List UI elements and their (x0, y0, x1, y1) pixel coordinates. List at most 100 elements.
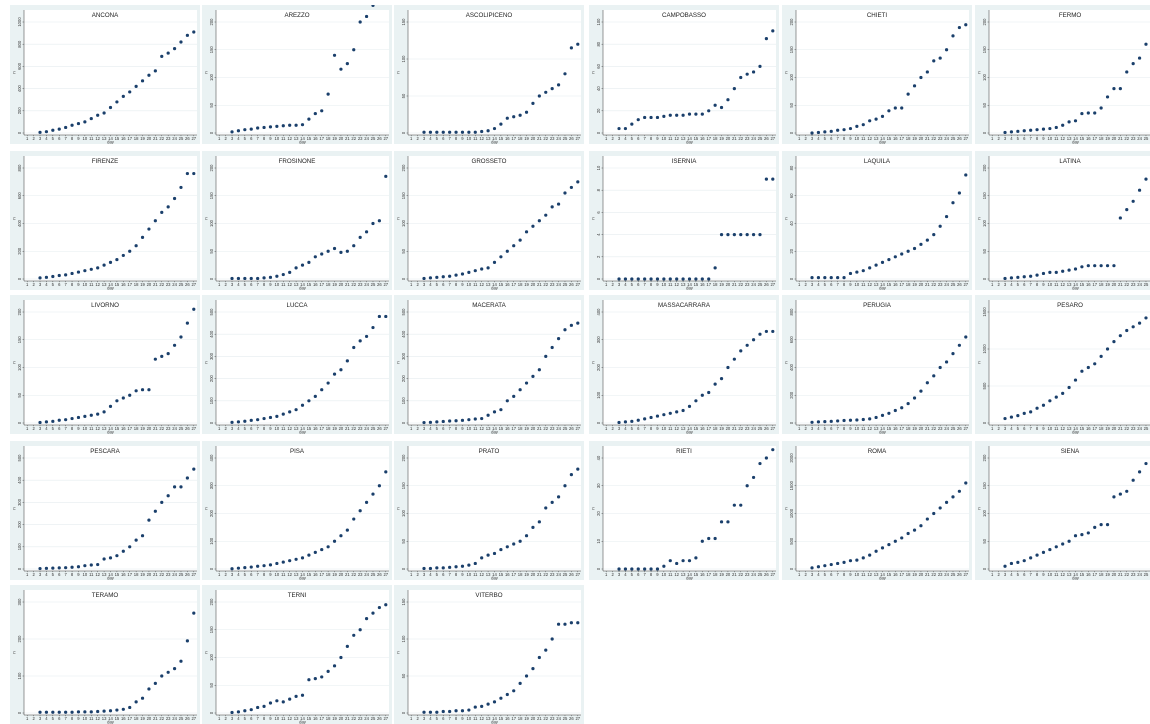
data-point (339, 250, 343, 254)
x-tick-label: 23 (166, 426, 171, 431)
x-tick-label: 16 (313, 136, 318, 141)
plot-area (796, 300, 969, 425)
x-tick-label: 18 (326, 136, 331, 141)
data-point (140, 534, 145, 538)
data-point (89, 413, 93, 417)
data-point (544, 648, 548, 652)
data-point (256, 126, 260, 130)
data-point (764, 37, 768, 41)
x-tick-label: 21 (537, 282, 542, 287)
x-tick-label: 19 (140, 282, 145, 287)
x-tick-label: 3 (39, 572, 42, 577)
x-tick-label: 9 (656, 572, 659, 577)
x-tick-label: 14 (300, 426, 305, 431)
x-tick-label: 20 (919, 572, 924, 577)
y-tick-label: 50 (789, 102, 794, 107)
x-tick-label: 18 (906, 572, 911, 577)
y-tick-label: 50 (17, 392, 22, 397)
x-tick-label: 15 (1080, 426, 1085, 431)
data-point (38, 710, 42, 714)
x-tick-label: 19 (140, 716, 145, 721)
panel-title: LUCCA (287, 302, 309, 309)
x-tick-label: 6 (442, 136, 445, 141)
data-point (76, 710, 81, 714)
y-tick-label: 200 (982, 164, 987, 172)
x-tick-label: 14 (300, 716, 305, 721)
data-point (694, 399, 698, 403)
x-tick-label: 18 (518, 716, 523, 721)
data-point (816, 130, 821, 135)
data-point (951, 201, 955, 205)
x-tick-label: 26 (569, 282, 574, 287)
data-point (275, 414, 279, 418)
x-tick-label: 4 (817, 426, 820, 431)
y-tick-label: 200 (209, 509, 214, 517)
panel-viterbo: VITERBO 0 50 100 150 1 2 3 4 5 6 7 8 9 10 11 12 13 14 15 16 1… (394, 585, 584, 724)
data-point (422, 420, 426, 425)
x-tick-label: 15 (307, 572, 312, 577)
x-tick-label: 7 (256, 716, 259, 721)
x-tick-label: 1 (26, 136, 29, 141)
data-point (1054, 125, 1058, 130)
data-point (893, 408, 897, 413)
data-point (700, 393, 704, 397)
data-point (1105, 347, 1110, 351)
data-point (364, 500, 369, 504)
x-tick-label: 3 (811, 136, 814, 141)
x-tick-label: 11 (1054, 572, 1059, 577)
data-point (108, 105, 113, 110)
data-point (377, 605, 381, 610)
data-point (153, 681, 157, 685)
x-tick-label: 11 (1054, 426, 1059, 431)
x-tick-label: 15 (887, 282, 892, 287)
data-point (44, 420, 49, 424)
y-tick-label: 0 (401, 277, 406, 280)
x-tick-label: 18 (134, 572, 139, 577)
x-tick-label: 18 (134, 426, 139, 431)
x-tick-label: 24 (172, 282, 177, 287)
x-tick-label: 21 (1118, 136, 1123, 141)
data-point (467, 270, 471, 274)
data-point (1131, 325, 1135, 329)
plot-area (989, 156, 1150, 281)
x-tick-label: 18 (326, 572, 331, 577)
data-point (700, 277, 704, 281)
x-tick-label: 11 (281, 282, 286, 287)
x-tick-label: 1 (26, 426, 29, 431)
data-point (179, 485, 183, 489)
data-point (268, 275, 273, 279)
x-tick-label: 20 (531, 136, 536, 141)
x-tick-label: 17 (127, 426, 132, 431)
data-point (836, 561, 840, 566)
x-tick-label: 21 (345, 572, 350, 577)
x-tick-label: 3 (618, 136, 621, 141)
data-point (829, 129, 833, 133)
data-point (1137, 470, 1142, 474)
x-tick-label: 20 (339, 282, 344, 287)
x-tick-label: 23 (550, 572, 555, 577)
x-tick-label: 4 (624, 426, 627, 431)
y-tick-label: 200 (789, 391, 794, 399)
data-point (435, 420, 439, 424)
x-tick-label: 26 (185, 282, 190, 287)
data-point (192, 171, 196, 176)
x-tick-label: 13 (1067, 136, 1072, 141)
data-point (1099, 106, 1103, 110)
data-point (944, 360, 949, 364)
data-point (563, 191, 567, 195)
data-point (428, 276, 433, 280)
x-tick-label: 3 (423, 426, 426, 431)
data-point (836, 419, 840, 423)
x-tick-label: 18 (326, 282, 331, 287)
data-point (102, 263, 106, 267)
data-point (448, 419, 452, 423)
y-tick-label: 100 (209, 219, 214, 227)
x-tick-label: 25 (179, 426, 184, 431)
data-point (1009, 276, 1014, 280)
x-tick-label: 6 (637, 426, 640, 431)
panel-perugia: PERUGIA 0 200 400 600 800 1 2 3 4 5 6 7 8 9 10 11 12 13 14 1… (782, 295, 972, 434)
y-tick-label: 50 (401, 673, 406, 678)
data-point (192, 467, 196, 471)
data-point (550, 637, 554, 641)
data-point (249, 708, 253, 712)
